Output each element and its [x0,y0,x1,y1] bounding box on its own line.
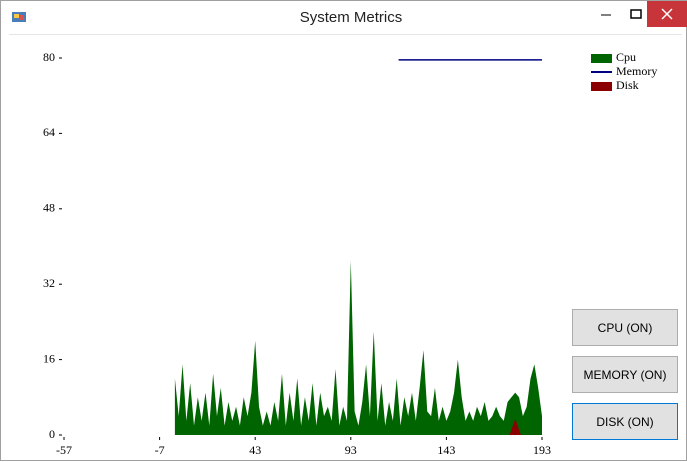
legend-label: Disk [616,78,639,92]
area [174,260,542,435]
memory-button[interactable]: MEMORY (ON) [572,356,678,393]
legend-label: Cpu [616,50,636,64]
area [509,418,521,435]
y-tick-label: 48 [43,201,55,215]
legend-swatch [591,82,612,91]
cpu-button[interactable]: CPU (ON) [572,309,678,346]
x-tick-label: 193 [533,443,551,457]
x-tick-label: 93 [345,443,357,457]
y-tick-label: 80 [43,50,55,64]
x-tick-label: -57 [56,443,72,457]
y-tick-label: 16 [43,351,55,365]
legend-label: Memory [616,64,657,78]
y-tick-label: 64 [43,125,55,139]
x-tick-label: 143 [437,443,455,457]
close-button[interactable] [647,1,687,27]
legend-swatch [591,54,612,63]
minimize-button[interactable] [586,1,626,27]
y-tick-label: 32 [43,276,55,290]
title-bar: System Metrics [1,1,687,31]
window-title: System Metrics [299,9,403,26]
app-icon [12,12,26,22]
disk-button[interactable]: DISK (ON) [572,403,678,440]
y-tick-label: 0 [49,427,55,441]
maximize-button[interactable] [616,1,656,27]
x-tick-label: 43 [249,443,261,457]
x-tick-label: -7 [155,443,165,457]
